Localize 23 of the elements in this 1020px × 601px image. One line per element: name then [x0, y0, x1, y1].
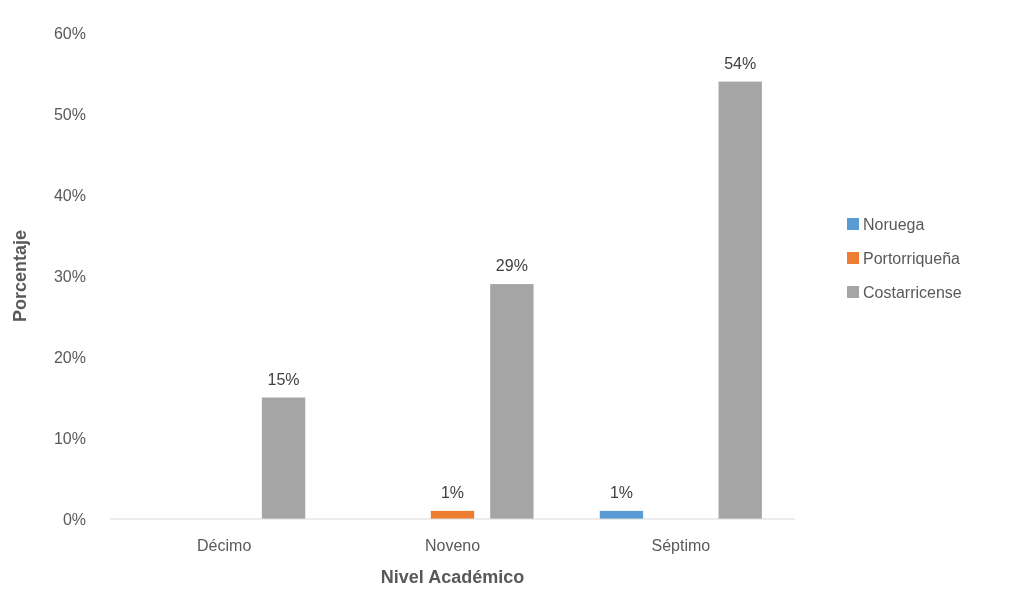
x-tick-label: Noveno — [424, 537, 481, 554]
y-tick-label: 0% — [62, 510, 86, 528]
y-axis-title: Porcentaje — [10, 229, 30, 323]
x-tick-label: Séptimo — [651, 537, 711, 554]
legend-label: Costarricense — [863, 283, 962, 301]
bar — [718, 81, 762, 519]
y-tick-label: 30% — [53, 267, 86, 285]
data-label: 1% — [609, 483, 634, 501]
data-label: 29% — [495, 257, 528, 275]
y-tick-label: 40% — [53, 186, 86, 204]
bar — [490, 284, 534, 519]
y-tick-label: 20% — [53, 348, 86, 366]
x-axis-title: Nivel Académico — [380, 567, 525, 587]
data-label: 15% — [267, 370, 300, 388]
legend-label: Portorriqueña — [863, 249, 961, 267]
bar — [261, 397, 306, 519]
legend-label: Noruega — [863, 215, 925, 233]
y-tick-label: 10% — [53, 429, 86, 447]
data-label: 1% — [440, 483, 465, 501]
x-tick-label: Décimo — [197, 537, 252, 554]
data-label: 54% — [724, 54, 757, 72]
y-tick-label: 60% — [53, 24, 86, 42]
y-tick-label: 50% — [53, 105, 86, 123]
